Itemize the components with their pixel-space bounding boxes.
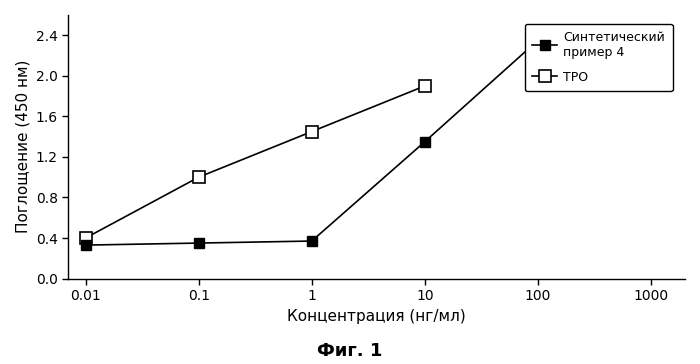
Y-axis label: Поглощение (450 нм): Поглощение (450 нм) xyxy=(15,60,30,233)
X-axis label: Концентрация (нг/мл): Концентрация (нг/мл) xyxy=(287,309,466,324)
Legend: Синтетический
пример 4, ТРО: Синтетический пример 4, ТРО xyxy=(524,24,673,91)
Синтетический
пример 4 xyxy=(195,241,203,245)
ТРО xyxy=(195,175,203,179)
Line: ТРО: ТРО xyxy=(80,80,430,244)
Синтетический
пример 4 xyxy=(81,243,90,247)
Синтетический
пример 4 xyxy=(307,239,316,243)
ТРО xyxy=(307,129,316,134)
Синтетический
пример 4 xyxy=(647,38,655,43)
ТРО xyxy=(81,236,90,240)
Line: Синтетический
пример 4: Синтетический пример 4 xyxy=(80,35,656,250)
Синтетический
пример 4 xyxy=(533,38,542,43)
Text: Фиг. 1: Фиг. 1 xyxy=(317,343,383,360)
Синтетический
пример 4 xyxy=(421,139,429,144)
ТРО xyxy=(421,84,429,88)
